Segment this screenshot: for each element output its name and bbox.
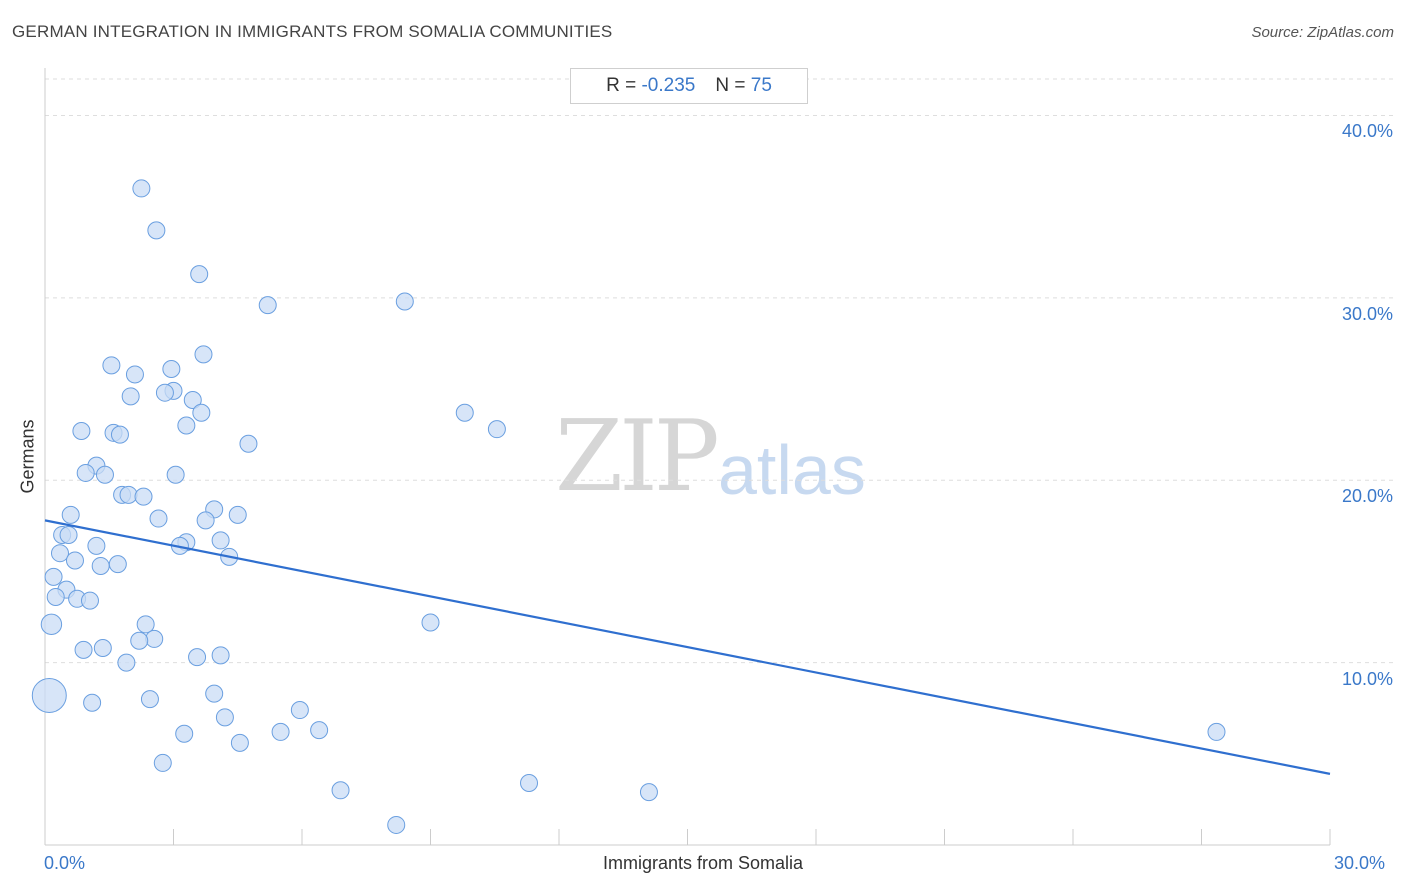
data-point-5 bbox=[194, 345, 213, 364]
r-value: -0.235 bbox=[641, 75, 696, 96]
data-point-2 bbox=[190, 265, 209, 284]
stats-box: R = -0.235 N = 75 bbox=[570, 68, 808, 104]
data-point-35 bbox=[211, 531, 230, 550]
y-tick-label-0: 10.0% bbox=[1341, 668, 1393, 689]
watermark-atlas: atlas bbox=[718, 431, 866, 509]
data-point-51 bbox=[136, 615, 155, 634]
data-point-58 bbox=[117, 653, 136, 672]
data-point-0 bbox=[132, 179, 151, 198]
data-point-30 bbox=[228, 505, 247, 524]
data-point-10 bbox=[155, 383, 174, 402]
watermark-zip: ZIP bbox=[555, 400, 720, 514]
data-point-50 bbox=[40, 613, 63, 636]
data-point-34 bbox=[59, 525, 78, 544]
source-label: Source: ZipAtlas.com bbox=[1251, 24, 1394, 41]
data-point-64 bbox=[215, 708, 234, 727]
data-point-24 bbox=[166, 465, 185, 484]
data-point-53 bbox=[130, 631, 149, 650]
data-point-60 bbox=[205, 684, 224, 703]
data-point-11 bbox=[121, 387, 140, 406]
trend-line-group bbox=[44, 519, 1331, 775]
y-tick-label-1: 20.0% bbox=[1341, 486, 1393, 507]
data-point-61 bbox=[140, 690, 159, 709]
data-point-72 bbox=[331, 781, 350, 800]
axes bbox=[44, 68, 1331, 846]
data-point-57 bbox=[211, 646, 230, 665]
data-point-15 bbox=[455, 403, 474, 422]
data-points bbox=[31, 179, 1226, 834]
y-axis-title: Germans bbox=[17, 419, 38, 494]
y-tick-label-2: 30.0% bbox=[1341, 303, 1393, 324]
data-point-46 bbox=[46, 587, 65, 606]
data-point-13 bbox=[192, 403, 211, 422]
n-value: 75 bbox=[750, 75, 772, 96]
x-tick-label-max: 30.0% bbox=[1334, 853, 1386, 873]
data-point-66 bbox=[271, 722, 290, 741]
data-point-54 bbox=[93, 639, 112, 658]
data-point-37 bbox=[87, 536, 106, 555]
data-point-22 bbox=[76, 463, 95, 482]
data-point-27 bbox=[134, 487, 153, 506]
data-point-16 bbox=[487, 420, 506, 439]
n-label: N = bbox=[715, 75, 746, 96]
data-point-63 bbox=[290, 701, 309, 720]
data-point-39 bbox=[50, 544, 69, 563]
x-tick-label-min: 0.0% bbox=[44, 853, 86, 873]
data-point-43 bbox=[91, 556, 110, 575]
data-point-8 bbox=[162, 359, 181, 378]
data-point-55 bbox=[74, 640, 93, 659]
data-point-4 bbox=[395, 292, 414, 311]
data-point-74 bbox=[387, 815, 406, 834]
data-point-73 bbox=[639, 783, 658, 802]
data-point-65 bbox=[310, 721, 329, 740]
data-point-6 bbox=[102, 356, 121, 375]
data-point-23 bbox=[95, 465, 114, 484]
data-point-52 bbox=[145, 629, 164, 648]
r-label: R = bbox=[606, 75, 637, 96]
data-point-62 bbox=[83, 693, 102, 712]
data-point-17 bbox=[72, 421, 91, 440]
data-point-12 bbox=[183, 390, 202, 409]
data-point-19 bbox=[110, 425, 129, 444]
data-point-26 bbox=[119, 485, 138, 504]
data-point-59 bbox=[31, 677, 67, 713]
data-point-67 bbox=[1207, 722, 1226, 741]
chart-title: GERMAN INTEGRATION IN IMMIGRANTS FROM SO… bbox=[12, 22, 613, 41]
data-point-56 bbox=[188, 648, 207, 667]
data-point-70 bbox=[153, 753, 172, 772]
y-tick-label-3: 40.0% bbox=[1341, 121, 1393, 142]
n-stat: N = 75 bbox=[715, 75, 772, 97]
data-point-48 bbox=[80, 591, 99, 610]
data-point-41 bbox=[65, 551, 84, 570]
data-point-29 bbox=[61, 505, 80, 524]
data-point-71 bbox=[520, 773, 539, 792]
r-stat: R = -0.235 bbox=[606, 75, 695, 97]
data-point-42 bbox=[108, 555, 127, 574]
data-point-68 bbox=[175, 724, 194, 743]
trend-line bbox=[44, 519, 1331, 775]
data-point-69 bbox=[230, 733, 249, 752]
data-point-1 bbox=[147, 221, 166, 240]
data-point-32 bbox=[196, 511, 215, 530]
data-point-44 bbox=[44, 567, 63, 586]
data-point-3 bbox=[258, 296, 277, 315]
data-point-14 bbox=[177, 416, 196, 435]
data-point-7 bbox=[125, 365, 144, 384]
data-point-31 bbox=[149, 509, 168, 528]
x-axis-title: Immigrants from Somalia bbox=[602, 853, 804, 873]
data-point-20 bbox=[239, 434, 258, 453]
data-point-49 bbox=[421, 613, 440, 632]
grid-lines bbox=[45, 78, 1395, 664]
